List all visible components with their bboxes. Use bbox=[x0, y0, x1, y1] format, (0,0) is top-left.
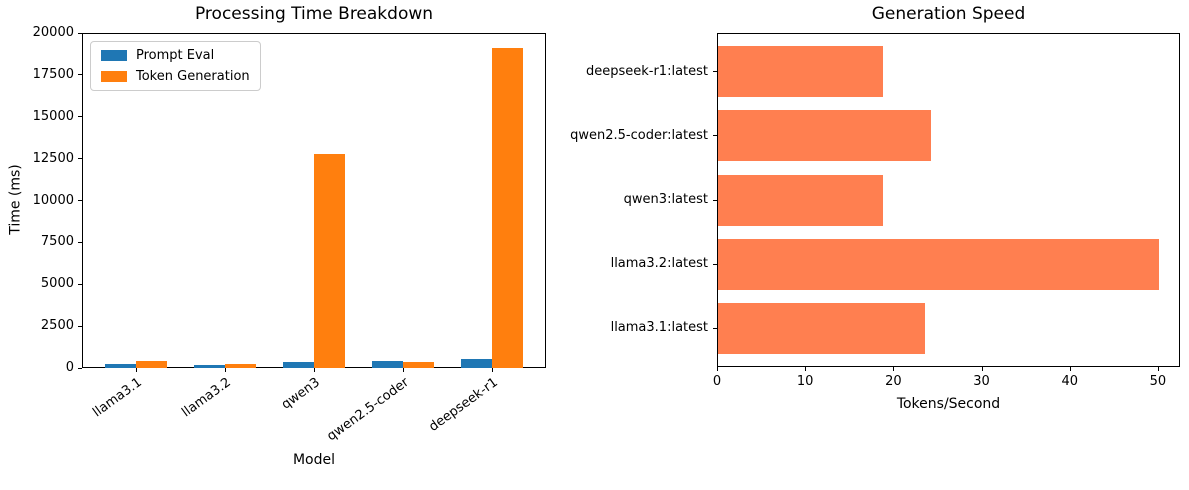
x-tick-label-10: 10 bbox=[796, 374, 814, 389]
x-tick-mark bbox=[1157, 367, 1159, 371]
legend-label-prompt-eval: Prompt Eval bbox=[136, 48, 215, 63]
bar-prompt-eval-deepseek-r1 bbox=[461, 358, 493, 368]
x-tick-label-40: 40 bbox=[1061, 374, 1079, 389]
y-tick-mark bbox=[78, 74, 82, 76]
y-tick-label-12500: 12500 bbox=[32, 150, 74, 166]
x-tick-mark bbox=[1069, 367, 1071, 371]
bar-prompt-eval-llama3-2 bbox=[193, 365, 225, 368]
tokens-per-second-axis-label: Tokens/Second bbox=[896, 396, 1001, 412]
bar-token-generation-llama3-1 bbox=[135, 361, 167, 368]
y-category-label-qwen2-5-coder-latest: qwen2.5-coder:latest bbox=[570, 127, 708, 143]
y-tick-mark bbox=[78, 116, 82, 118]
bar-qwen2-5-coder-latest bbox=[718, 110, 932, 162]
processing-time-chart-title: Processing Time Breakdown bbox=[194, 4, 434, 24]
legend-label-token-generation: Token Generation bbox=[136, 69, 250, 84]
x-tick-mark bbox=[805, 367, 807, 371]
x-tick-label-qwen3: qwen3 bbox=[278, 375, 323, 413]
bar-token-generation-deepseek-r1 bbox=[492, 48, 524, 368]
x-tick-label-0: 0 bbox=[712, 374, 722, 389]
model-axis-label: Model bbox=[292, 452, 336, 468]
y-tick-label-10000: 10000 bbox=[32, 192, 74, 208]
bar-prompt-eval-qwen2-5-coder bbox=[372, 360, 404, 368]
legend: Prompt Eval Token Generation bbox=[90, 41, 261, 91]
x-tick-label-30: 30 bbox=[973, 374, 990, 389]
y-tick-label-17500: 17500 bbox=[32, 66, 74, 82]
x-tick-label-50: 50 bbox=[1149, 374, 1167, 389]
x-tick-mark bbox=[492, 368, 494, 372]
y-tick-mark bbox=[713, 199, 717, 201]
y-tick-label-2500: 2500 bbox=[40, 318, 74, 334]
y-tick-label-20000: 20000 bbox=[32, 25, 74, 40]
y-tick-mark bbox=[78, 283, 82, 285]
x-tick-mark bbox=[717, 367, 718, 371]
y-tick-mark bbox=[78, 158, 82, 160]
y-tick-mark bbox=[713, 71, 717, 73]
bar-token-generation-qwen3 bbox=[314, 153, 345, 368]
x-tick-mark bbox=[224, 368, 226, 372]
bar-qwen3-latest bbox=[718, 174, 883, 226]
y-tick-mark bbox=[78, 241, 82, 243]
y-tick-mark bbox=[78, 32, 82, 34]
x-tick-label-llama3-1: llama3.1 bbox=[89, 375, 145, 421]
y-tick-mark bbox=[78, 200, 82, 201]
y-tick-mark bbox=[713, 327, 717, 329]
y-tick-label-0: 0 bbox=[65, 360, 74, 375]
y-tick-label-7500: 7500 bbox=[40, 234, 74, 250]
bar-llama3-2-latest bbox=[718, 238, 1159, 290]
bar-token-generation-llama3-2 bbox=[224, 363, 256, 368]
bar-prompt-eval-llama3-1 bbox=[104, 363, 136, 368]
bar-prompt-eval-qwen3 bbox=[283, 362, 314, 368]
x-tick-mark bbox=[893, 367, 895, 371]
x-tick-mark bbox=[403, 368, 405, 372]
token-generation-swatch-icon bbox=[101, 71, 127, 82]
x-tick-label-qwen2-5-coder: qwen2.5-coder bbox=[324, 375, 413, 445]
y-tick-mark bbox=[78, 367, 82, 369]
prompt-eval-swatch-icon bbox=[101, 50, 127, 61]
legend-item-prompt-eval: Prompt Eval bbox=[101, 48, 250, 63]
y-category-label-deepseek-r1-latest: deepseek-r1:latest bbox=[585, 63, 708, 79]
y-tick-mark bbox=[78, 325, 82, 327]
bar-deepseek-r1-latest bbox=[718, 46, 883, 98]
bar-token-generation-qwen2-5-coder bbox=[403, 362, 435, 368]
bar-llama3-1-latest bbox=[718, 302, 926, 354]
y-category-label-llama3-2-latest: llama3.2:latest bbox=[610, 256, 708, 272]
y-tick-label-5000: 5000 bbox=[40, 276, 74, 292]
legend-item-token-generation: Token Generation bbox=[101, 69, 250, 84]
y-category-label-qwen3-latest: qwen3:latest bbox=[623, 192, 708, 207]
x-tick-mark bbox=[981, 367, 983, 371]
y-tick-mark bbox=[713, 135, 717, 137]
y-category-label-llama3-1-latest: llama3.1:latest bbox=[610, 320, 708, 336]
y-tick-label-15000: 15000 bbox=[32, 108, 74, 124]
x-tick-mark bbox=[135, 368, 137, 372]
y-tick-mark bbox=[713, 263, 717, 265]
x-tick-label-20: 20 bbox=[885, 374, 902, 389]
x-tick-label-llama3-2: llama3.2 bbox=[179, 375, 234, 421]
x-tick-label-deepseek-r1: deepseek-r1 bbox=[426, 375, 502, 435]
generation-speed-chart-title: Generation Speed bbox=[871, 4, 1026, 24]
x-tick-mark bbox=[314, 368, 315, 372]
